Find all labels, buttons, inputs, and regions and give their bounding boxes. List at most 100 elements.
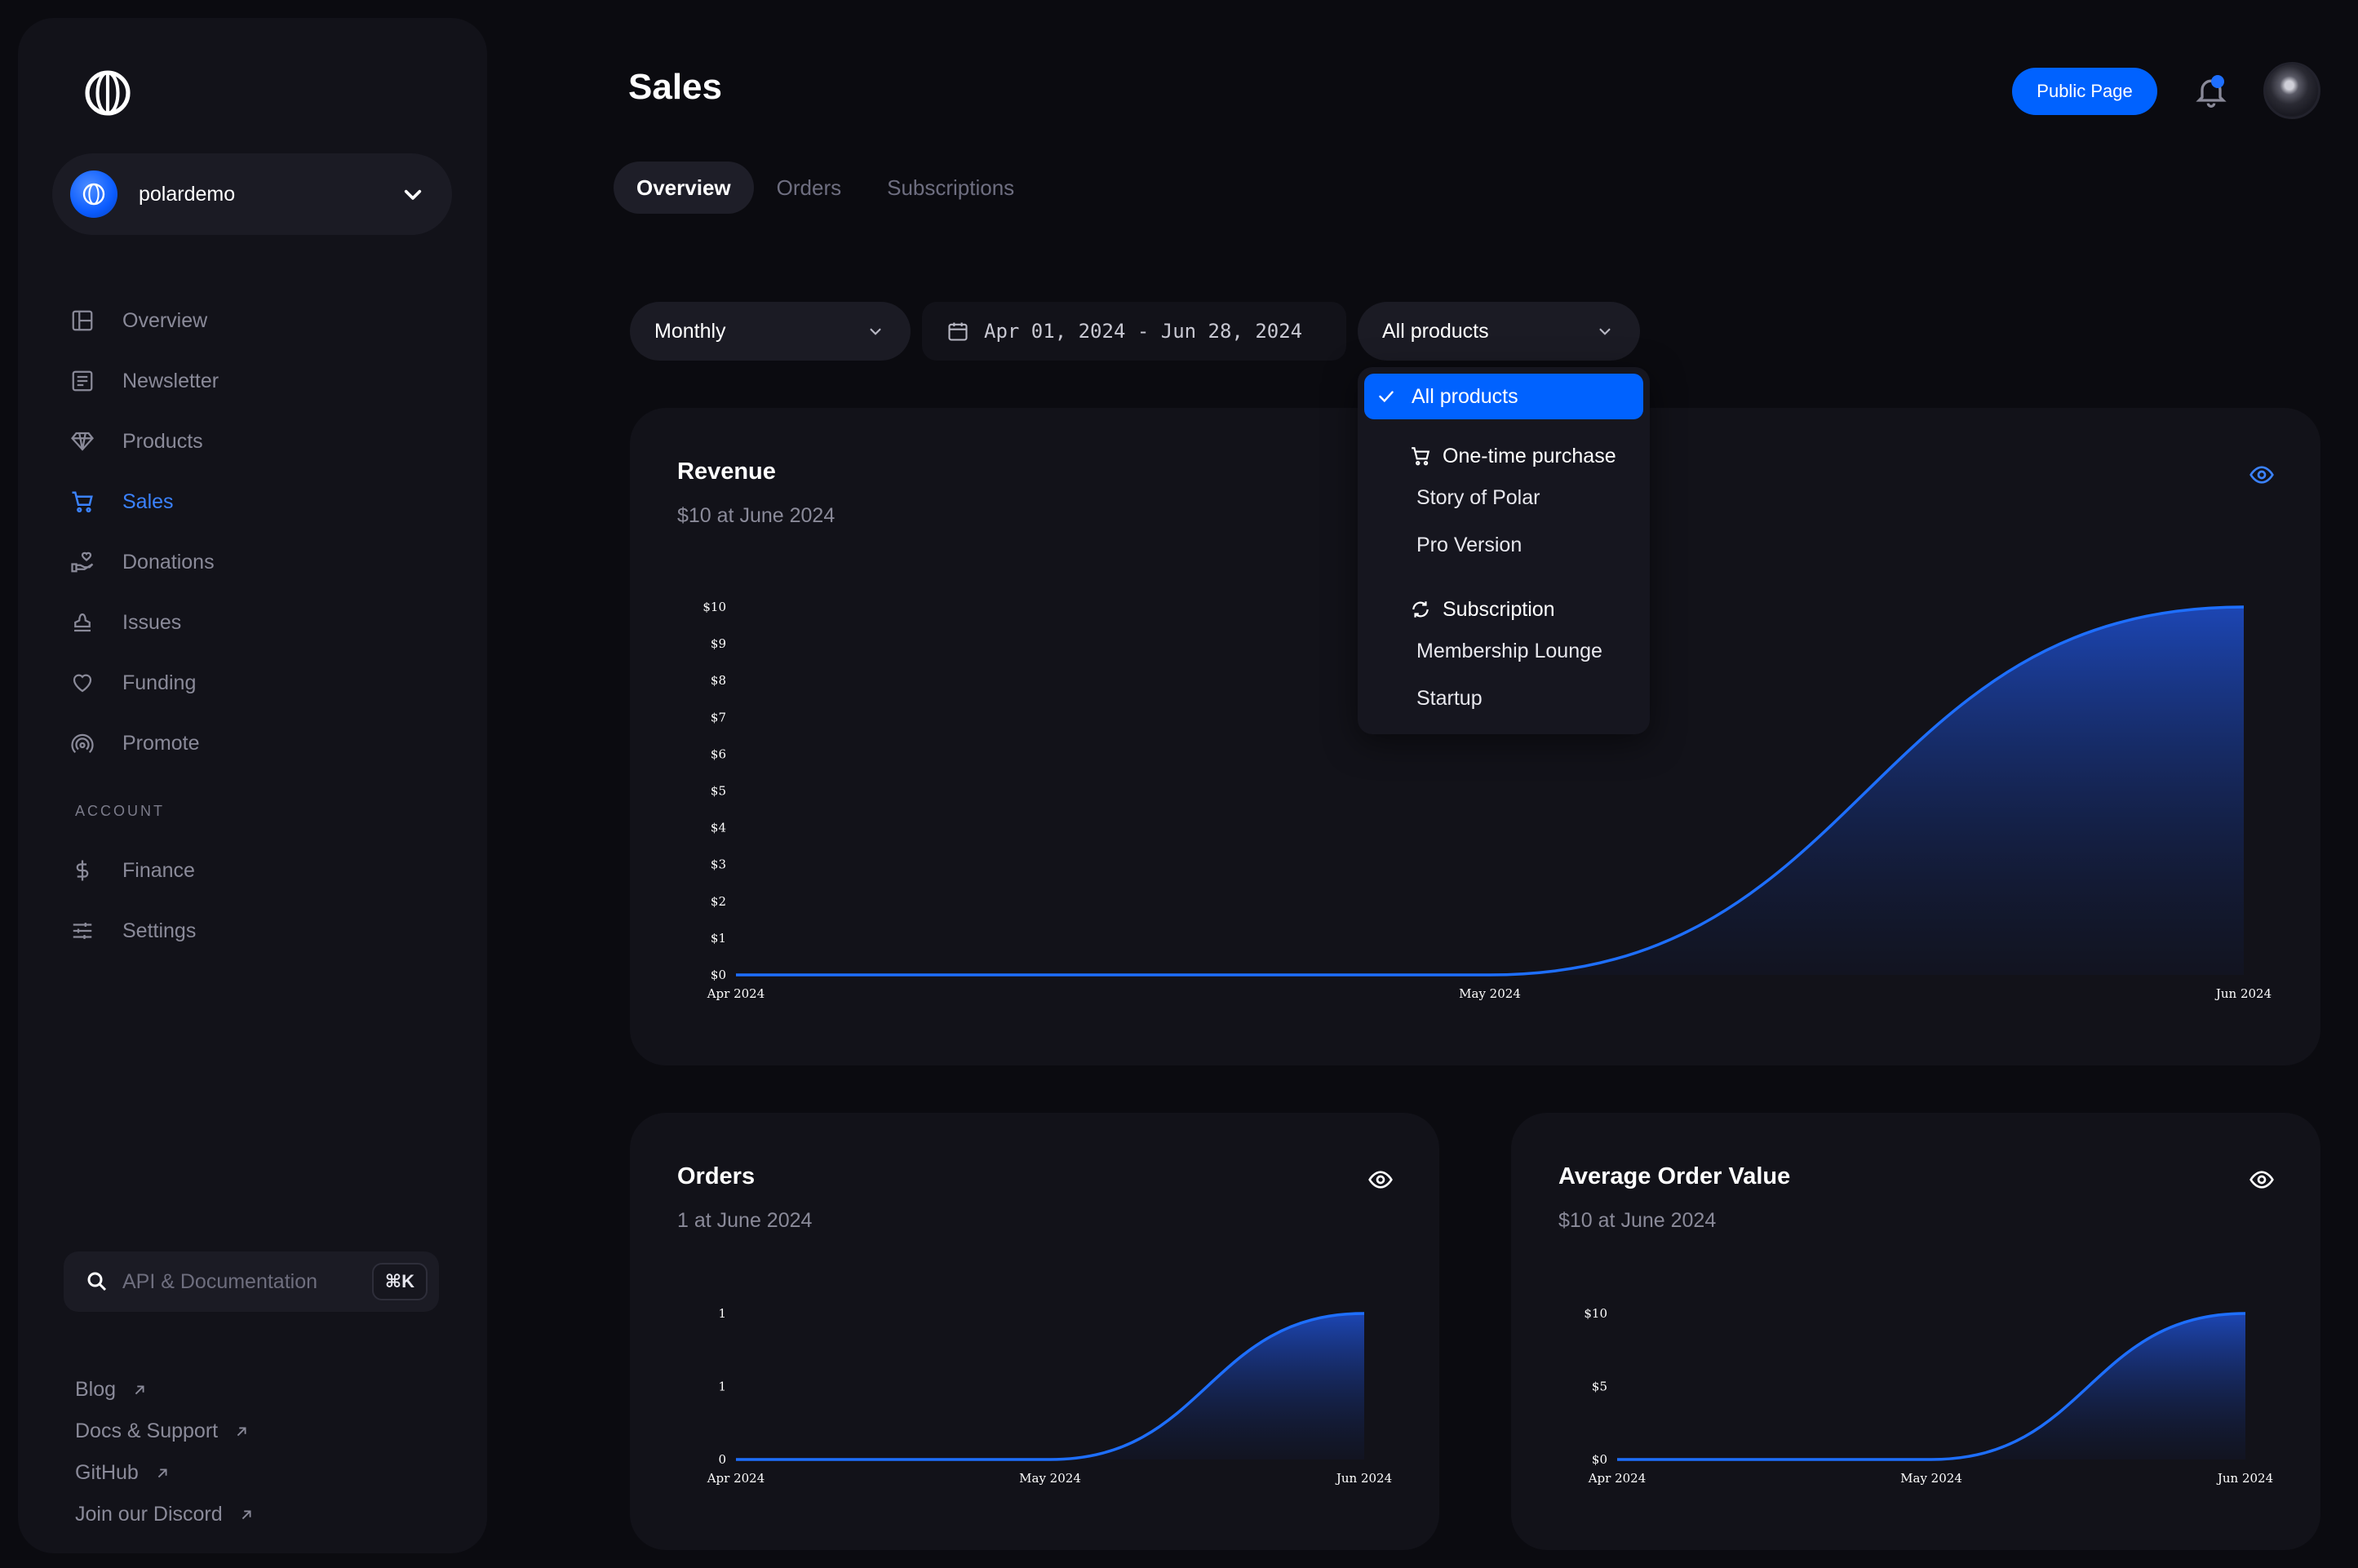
y-tick-label: 0 bbox=[718, 1452, 726, 1467]
search-input[interactable]: API & Documentation ⌘K bbox=[64, 1251, 439, 1312]
interval-value: Monthly bbox=[654, 319, 726, 343]
sidebar-item-funding[interactable]: Funding bbox=[69, 653, 219, 713]
interval-select[interactable]: Monthly bbox=[630, 302, 911, 361]
menu-group-label: One-time purchase bbox=[1443, 444, 1616, 467]
date-range-value: Apr 01, 2024 - Jun 28, 2024 bbox=[984, 320, 1303, 343]
tab-subscriptions[interactable]: Subscriptions bbox=[887, 175, 1015, 200]
shortcut-badge: ⌘K bbox=[371, 1263, 428, 1300]
sidebar-item-issues[interactable]: Issues bbox=[69, 592, 219, 653]
x-tick-label: May 2024 bbox=[1900, 1471, 1962, 1486]
org-logo-icon bbox=[82, 183, 105, 206]
x-tick-label: Jun 2024 bbox=[2216, 1471, 2273, 1486]
menu-group-label: Subscription bbox=[1443, 597, 1555, 621]
menu-item-label: Story of Polar bbox=[1416, 485, 1540, 509]
series-area bbox=[1617, 1313, 2245, 1459]
y-tick-label: 1 bbox=[718, 1306, 726, 1321]
y-tick-label: $3 bbox=[711, 857, 726, 872]
sidebar-item-sales[interactable]: Sales bbox=[69, 472, 219, 532]
menu-group-subscription: Subscription bbox=[1364, 596, 1555, 623]
polar-logo-icon[interactable] bbox=[65, 51, 150, 135]
y-tick-label: $10 bbox=[1584, 1306, 1607, 1321]
notification-dot bbox=[2211, 75, 2224, 88]
sidebar: polardemo Overview Newsletter Products S… bbox=[18, 18, 487, 1553]
aov-card: Average Order Value $10 at June 2024 $0 $… bbox=[1511, 1113, 2320, 1550]
menu-item-label: Startup bbox=[1416, 686, 1483, 710]
sidebar-item-finance[interactable]: Finance bbox=[69, 840, 196, 901]
eye-icon[interactable] bbox=[2249, 462, 2275, 488]
sidebar-item-label: Sales bbox=[122, 489, 174, 513]
y-tick-label: $7 bbox=[711, 710, 726, 724]
page-title: Sales bbox=[628, 67, 722, 107]
layout-icon bbox=[72, 310, 93, 331]
eye-icon[interactable] bbox=[2249, 1167, 2275, 1193]
revenue-chart: $0 $1 $2 $3 $4 $5 $6 $7 $8 $9 $10 Apr 2024 May 2024 J… bbox=[703, 600, 2272, 1001]
y-tick-label: $5 bbox=[1592, 1380, 1607, 1394]
link-label: Docs & Support bbox=[75, 1420, 219, 1442]
product-select[interactable]: All products bbox=[1358, 302, 1640, 361]
external-link-icon bbox=[135, 1385, 144, 1394]
card-subtitle: $10 at June 2024 bbox=[677, 504, 835, 527]
menu-item-all-products[interactable]: All products bbox=[1364, 374, 1643, 419]
sidebar-item-products[interactable]: Products bbox=[69, 411, 219, 472]
newsletter-icon bbox=[72, 370, 93, 392]
link-label: Join our Discord bbox=[75, 1503, 223, 1526]
x-tick-label: Apr 2024 bbox=[1588, 1471, 1647, 1486]
sidebar-item-overview[interactable]: Overview bbox=[69, 290, 219, 351]
sidebar-item-label: Donations bbox=[122, 550, 215, 574]
menu-item-story-of-polar[interactable]: Story of Polar bbox=[1364, 480, 1643, 516]
tab-orders[interactable]: Orders bbox=[776, 175, 842, 200]
y-tick-label: $10 bbox=[703, 600, 726, 614]
calendar-icon bbox=[948, 322, 968, 341]
account-nav: Finance Settings bbox=[69, 840, 196, 961]
x-tick-label: Jun 2024 bbox=[2214, 986, 2272, 1001]
chevron-down-icon bbox=[404, 189, 422, 200]
menu-item-startup[interactable]: Startup bbox=[1364, 680, 1643, 716]
org-avatar bbox=[70, 171, 117, 218]
y-tick-label: $0 bbox=[1592, 1452, 1607, 1467]
search-placeholder: API & Documentation bbox=[122, 1269, 318, 1293]
chevron-down-icon bbox=[1599, 328, 1611, 335]
sidebar-item-label: Finance bbox=[122, 858, 195, 882]
sidebar-item-label: Settings bbox=[122, 919, 197, 942]
menu-item-label: Membership Lounge bbox=[1416, 639, 1602, 662]
menu-item-pro-version[interactable]: Pro Version bbox=[1364, 527, 1643, 563]
link-docs-support[interactable]: Docs & Support bbox=[75, 1411, 255, 1452]
series-area bbox=[736, 607, 2244, 975]
link-blog[interactable]: Blog bbox=[75, 1369, 255, 1411]
card-title: Orders bbox=[677, 1163, 756, 1189]
sidebar-item-settings[interactable]: Settings bbox=[69, 901, 196, 961]
link-github[interactable]: GitHub bbox=[75, 1452, 255, 1494]
link-discord[interactable]: Join our Discord bbox=[75, 1494, 255, 1535]
public-page-button[interactable]: Public Page bbox=[2012, 68, 2157, 115]
user-avatar[interactable] bbox=[2263, 62, 2320, 119]
footer-links: Blog Docs & Support GitHub Join our Disc… bbox=[75, 1369, 255, 1535]
sidebar-item-donations[interactable]: Donations bbox=[69, 532, 219, 592]
x-tick-label: Apr 2024 bbox=[707, 986, 765, 1001]
tab-bar: Overview Orders Subscriptions bbox=[614, 162, 1037, 214]
y-tick-label: 1 bbox=[718, 1380, 726, 1394]
y-tick-label: $0 bbox=[711, 968, 726, 982]
broadcast-icon bbox=[71, 733, 94, 754]
y-tick-label: $4 bbox=[711, 821, 726, 835]
x-tick-label: Jun 2024 bbox=[1335, 1471, 1392, 1486]
menu-item-membership-lounge[interactable]: Membership Lounge bbox=[1364, 633, 1643, 669]
tab-overview[interactable]: Overview bbox=[614, 162, 754, 214]
external-link-icon bbox=[157, 1468, 167, 1477]
heart-icon bbox=[73, 674, 92, 693]
main-nav: Overview Newsletter Products Sales Donat… bbox=[69, 290, 219, 773]
refresh-icon bbox=[1412, 601, 1429, 618]
org-switcher[interactable]: polardemo bbox=[52, 153, 452, 235]
eye-icon[interactable] bbox=[1367, 1167, 1394, 1193]
sidebar-item-label: Funding bbox=[122, 671, 197, 694]
card-title: Revenue bbox=[677, 458, 776, 485]
y-tick-label: $6 bbox=[711, 746, 726, 761]
search-icon bbox=[87, 1272, 107, 1291]
sidebar-item-label: Issues bbox=[122, 610, 182, 634]
hand-heart-icon bbox=[71, 551, 94, 573]
y-tick-label: $1 bbox=[711, 931, 726, 946]
x-tick-label: May 2024 bbox=[1019, 1471, 1081, 1486]
sidebar-item-newsletter[interactable]: Newsletter bbox=[69, 351, 219, 411]
aov-chart: $0 $5 $10 Apr 2024 May 2024 Jun 2024 bbox=[1584, 1306, 2273, 1486]
sidebar-item-promote[interactable]: Promote bbox=[69, 713, 219, 773]
date-range-picker[interactable]: Apr 01, 2024 - Jun 28, 2024 bbox=[922, 302, 1346, 361]
